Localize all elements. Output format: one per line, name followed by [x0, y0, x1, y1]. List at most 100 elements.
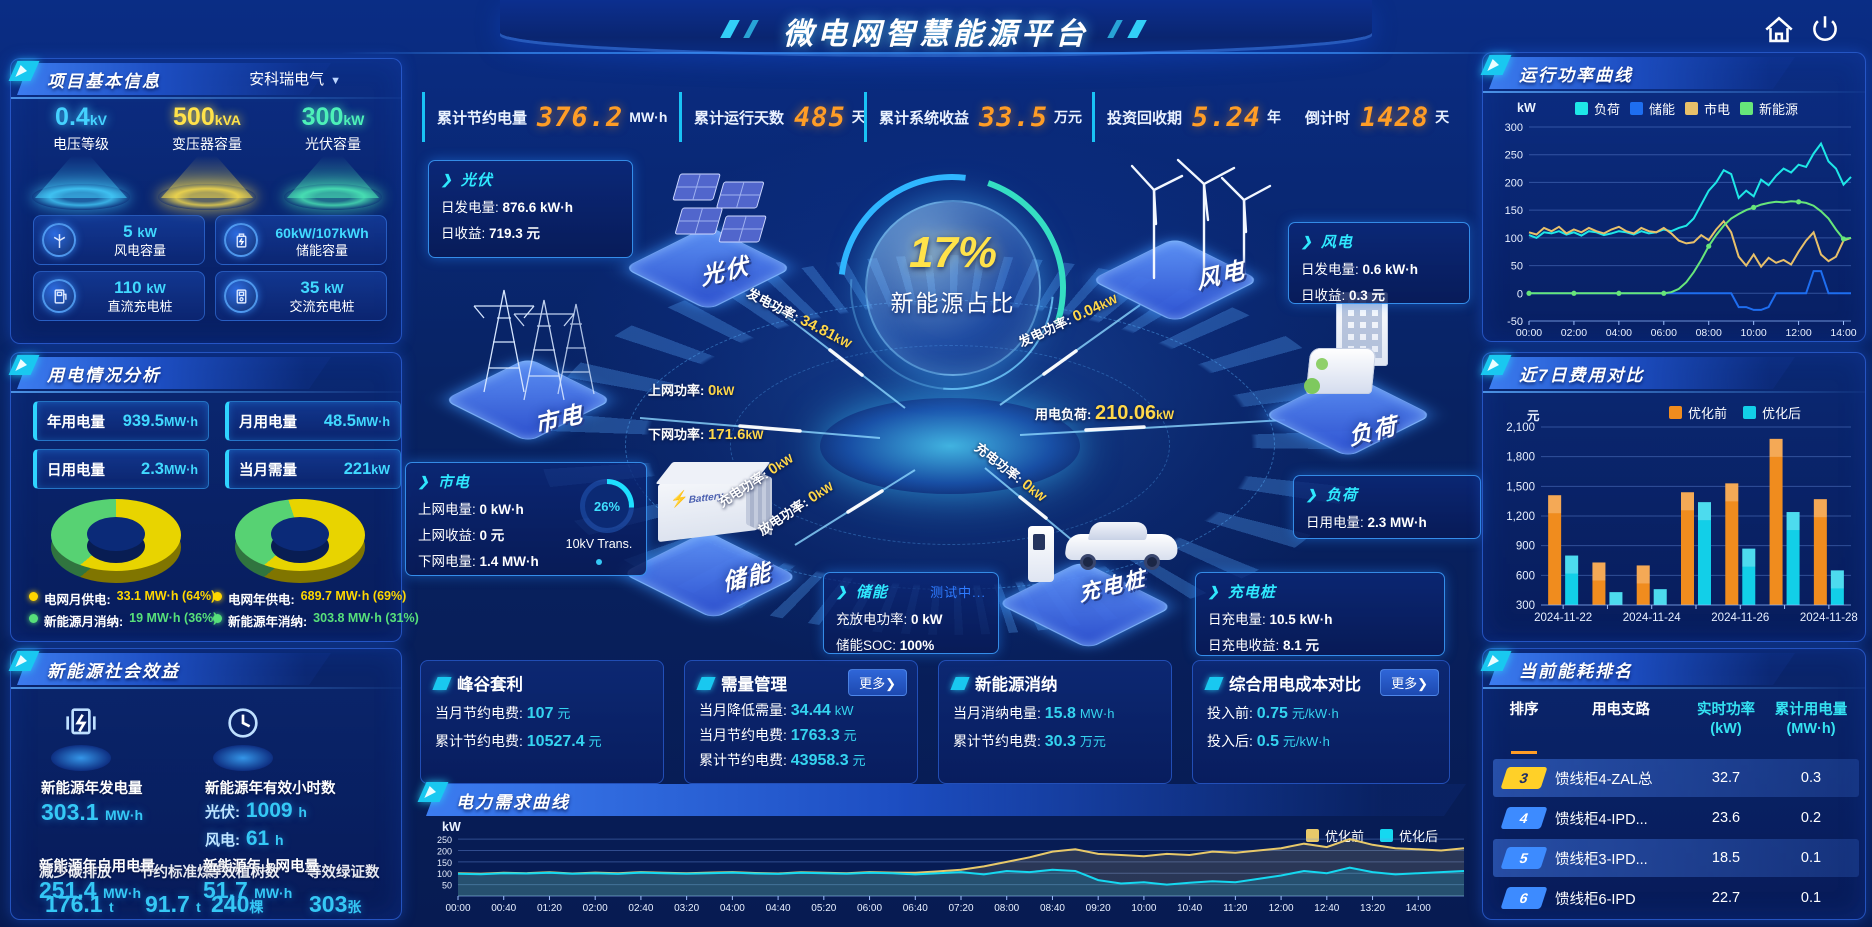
rank-badge: 3	[1500, 767, 1548, 789]
kpi-segment: 累计系统收益 33.5 万元	[864, 92, 1082, 142]
capacity-card: 5 kW 风电容量	[33, 215, 205, 265]
panel-header	[17, 63, 331, 95]
generation-icon	[49, 697, 113, 771]
svg-text:50: 50	[1511, 261, 1523, 273]
usage-stat: 日用电量 2.3MW·h	[33, 449, 209, 489]
legend-item[interactable]: 市电	[1685, 99, 1730, 118]
renewable-share-label: 新能源占比	[890, 290, 1016, 316]
table-row[interactable]: 3 馈线柜4-ZAL总 32.7 0.3	[1493, 759, 1859, 797]
renewable-share-percent: 17%	[908, 228, 998, 277]
info-row: 日发电量: 876.6 kW·h	[441, 200, 574, 215]
legend-item[interactable]: 新能源	[1740, 99, 1798, 118]
trees-label: 等效植树数	[207, 865, 280, 881]
storage-status: 测试中...	[930, 585, 986, 600]
wind-turbines-icon	[1130, 158, 1272, 288]
info-row: 上网电量: 0 kW·h	[418, 502, 524, 517]
stat-value: 2.3MW·h	[141, 459, 198, 478]
column-header: 排序	[1509, 702, 1539, 718]
trees-value: 240棵	[211, 891, 264, 917]
branch-name: 馈线柜4-IPD...	[1555, 811, 1648, 828]
chevron-down-icon: ▼	[330, 75, 341, 87]
svg-text:300: 300	[1505, 122, 1523, 134]
summary-card-2: 新能源消纳 当月消纳电量: 15.8 MW·h 累计节约电费: 30.3 万元	[938, 660, 1172, 784]
arrow-icon: ❯	[441, 171, 453, 187]
card-row: 当月消纳电量: 15.8 MW·h	[953, 705, 1115, 722]
summary-card-1: 需量管理 更多❯ 当月降低需量: 34.44 kW 当月节约电费: 1763.3 …	[684, 660, 918, 784]
panel-header	[17, 653, 331, 685]
table-row[interactable]: 5 馈线柜3-IPD... 18.5 0.1	[1493, 839, 1859, 877]
legend-item: 新能源年消纳: 303.8 MW·h (31%)	[213, 611, 419, 630]
kpi-value: 485	[794, 101, 846, 133]
company-selector[interactable]: 安科瑞电气 ▼	[249, 71, 341, 88]
kpi-value: 376.2	[537, 101, 624, 133]
svg-text:100: 100	[437, 869, 452, 879]
table-row[interactable]: 4 馈线柜4-IPD... 23.6 0.2	[1493, 799, 1859, 837]
page-title: 微电网智慧能源平台	[783, 18, 1089, 51]
panel-underline	[11, 391, 401, 393]
selfuse-label: 新能源年自用电量	[39, 859, 155, 875]
arrow-icon: ❯	[418, 473, 430, 489]
svg-text:06:00: 06:00	[857, 903, 882, 914]
kpi-label: 累计节约电量	[437, 109, 528, 127]
light-cone	[287, 156, 379, 198]
home-icon[interactable]	[1762, 14, 1796, 48]
legend-item: 新能源月消纳: 19 MW·h (36%)	[29, 611, 217, 630]
svg-text:00:00: 00:00	[1516, 327, 1542, 339]
rank-badge: 5	[1500, 847, 1548, 869]
svg-text:150: 150	[1505, 205, 1523, 217]
panel-header	[17, 357, 331, 389]
light-cone	[35, 156, 127, 198]
co2-value: 176.1 t	[45, 891, 114, 917]
donut-chart-年占比	[235, 499, 365, 585]
svg-text:2024-11-22: 2024-11-22	[1534, 612, 1592, 624]
table-row[interactable]: 6 馈线柜6-IPD 22.7 0.1	[1493, 879, 1859, 917]
kpi-label: 累计系统收益	[879, 109, 970, 127]
capacity-label: 储能容量	[295, 242, 348, 258]
legend-item[interactable]: 优化前	[1669, 403, 1727, 422]
power-icon[interactable]	[1808, 12, 1842, 46]
panel-underline	[1483, 91, 1865, 93]
panel-title: 用电情况分析	[47, 366, 161, 385]
svg-text:2024-11-24: 2024-11-24	[1623, 612, 1682, 624]
certs-value: 303张	[309, 891, 362, 917]
svg-text:900: 900	[1516, 541, 1535, 553]
capacity-card: 60kW/107kWh 储能容量	[215, 215, 387, 265]
legend-item[interactable]: 优化后	[1743, 403, 1801, 422]
battery-icon	[224, 223, 258, 257]
kpi-segment: 累计节约电量 376.2 MW·h	[422, 92, 667, 142]
demand-legend: 优化前 优化后	[1305, 826, 1438, 845]
svg-text:250: 250	[1505, 150, 1523, 162]
arrow-icon: ❯	[1306, 486, 1318, 502]
more-button[interactable]: 更多❯	[1380, 669, 1439, 696]
svg-text:200: 200	[1505, 177, 1523, 189]
total-energy: 0.2	[1800, 810, 1822, 826]
panel-demand-curve: 电力需求曲线 kW 优化前 优化后 50 100 150 200 250 00:…	[417, 780, 1478, 922]
card-title: 新能源消纳	[950, 671, 1157, 695]
kpi-segment: 投资回收期 5.24 年倒计时 1428 天	[1092, 92, 1449, 142]
spotlight-1: 500kVA 变压器容量	[147, 103, 267, 210]
more-button[interactable]: 更多❯	[848, 669, 907, 696]
info-row: 储能SOC: 100%	[836, 638, 935, 653]
info-row: 日收益: 0.3 元	[1301, 288, 1386, 303]
pv-hours: 光伏: 1009 h	[205, 799, 307, 822]
power-curve-legend: 负荷 储能 市电 新能源	[1575, 99, 1798, 118]
tree-icon	[1304, 378, 1320, 394]
legend-item[interactable]: 负荷	[1575, 99, 1620, 118]
wind-hours: 风电: 61 h	[205, 827, 284, 850]
svg-text:09:20: 09:20	[1086, 903, 1111, 914]
legend-item[interactable]: 储能	[1630, 99, 1675, 118]
legend-item[interactable]: 优化后	[1379, 826, 1438, 845]
donut-chart-月占比	[51, 499, 181, 585]
wind-turbine-icon	[42, 223, 76, 257]
branch-name: 馈线柜6-IPD	[1555, 891, 1636, 908]
card-row: 累计节约电费: 30.3 万元	[953, 733, 1106, 750]
svg-text:150: 150	[437, 858, 452, 868]
legend-item: 电网月供电: 33.1 MW·h (64%)	[29, 589, 215, 608]
svg-text:600: 600	[1516, 570, 1535, 582]
y-axis-unit: kW	[442, 820, 461, 834]
load-info-card: ❯ 负荷 日用电量: 2.3 MW·h	[1293, 475, 1481, 539]
selfuse-value: 251.4 MW·h	[39, 877, 142, 903]
svg-text:07:20: 07:20	[948, 903, 973, 914]
svg-text:04:00: 04:00	[1606, 327, 1632, 339]
